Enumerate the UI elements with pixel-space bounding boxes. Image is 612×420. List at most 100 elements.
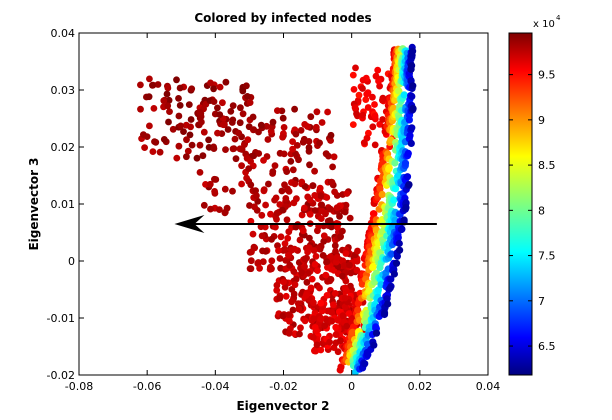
data-point [222, 146, 229, 154]
data-point [316, 139, 323, 147]
data-point [332, 331, 340, 338]
data-point [175, 142, 183, 150]
data-point [371, 112, 379, 120]
data-point [286, 317, 293, 325]
data-point [169, 125, 177, 133]
data-point [247, 265, 255, 273]
data-point [255, 150, 263, 157]
y-tick-label: 0.01 [51, 198, 76, 211]
data-point [245, 165, 253, 173]
y-tick-label: 0 [68, 255, 75, 268]
data-point [334, 223, 341, 231]
data-point [372, 329, 381, 337]
data-point [164, 102, 172, 110]
data-point [262, 201, 269, 209]
data-point [349, 328, 357, 336]
data-point [359, 85, 366, 92]
data-point [307, 113, 315, 121]
data-point [408, 62, 416, 70]
data-point [237, 104, 244, 112]
data-point [324, 264, 331, 271]
data-point [393, 252, 401, 260]
data-point [379, 96, 386, 104]
data-point [343, 322, 351, 330]
data-point [214, 104, 221, 112]
data-point [311, 261, 319, 268]
data-point [299, 138, 307, 146]
data-point [327, 131, 335, 139]
data-point [292, 223, 300, 231]
data-point [276, 294, 284, 302]
data-point [363, 309, 371, 318]
colorbar-multiplier: x 10 [533, 19, 555, 30]
data-point [279, 312, 287, 320]
data-point [306, 211, 314, 218]
data-point [229, 187, 236, 195]
data-point [253, 192, 260, 200]
data-point [391, 159, 399, 167]
data-point [307, 284, 315, 292]
data-point [317, 346, 325, 354]
data-point [355, 91, 363, 99]
data-point [354, 306, 362, 314]
data-point [278, 187, 286, 195]
data-point [400, 91, 408, 99]
data-point [196, 108, 204, 116]
data-point [378, 190, 386, 199]
data-point [379, 116, 386, 123]
data-point [309, 182, 317, 190]
data-point [285, 329, 293, 337]
data-point [200, 128, 208, 136]
data-point [140, 131, 147, 139]
data-point [308, 275, 316, 283]
data-point [317, 299, 325, 307]
data-point [235, 129, 243, 137]
data-point [330, 153, 338, 161]
colorbar-tick-label: 8 [538, 204, 545, 217]
data-point [183, 153, 190, 161]
colorbar-tick-label: 6.5 [538, 340, 556, 353]
data-point [202, 181, 209, 188]
data-point [154, 81, 162, 88]
data-point [165, 118, 172, 126]
data-point [334, 316, 342, 324]
data-point [271, 162, 279, 170]
data-point [289, 166, 297, 174]
data-point [331, 290, 339, 297]
data-point [258, 232, 266, 240]
data-point [243, 82, 250, 90]
data-point [351, 104, 359, 112]
data-point [269, 118, 277, 126]
data-point [216, 111, 224, 118]
data-point [369, 123, 377, 131]
data-point [288, 298, 296, 306]
x-tick-label: -0.08 [65, 380, 93, 393]
data-point [362, 96, 370, 103]
data-point [321, 322, 329, 330]
colorbar-tick-label: 7 [538, 295, 545, 308]
data-point [331, 242, 339, 250]
arrow-head [174, 214, 205, 233]
data-point [295, 305, 303, 313]
data-point [291, 180, 299, 188]
data-point [372, 323, 380, 331]
data-point [173, 76, 180, 84]
data-point [392, 185, 400, 193]
data-point [342, 277, 350, 285]
data-point [402, 203, 410, 212]
data-point [293, 142, 301, 149]
data-point [288, 246, 295, 254]
data-point [185, 101, 193, 108]
x-tick-label: -0.04 [201, 380, 229, 393]
data-point [173, 154, 181, 162]
colorbar-exponent: 4 [556, 14, 561, 22]
data-point [395, 87, 403, 95]
data-point [219, 99, 226, 107]
data-point [269, 168, 277, 176]
data-point [324, 108, 331, 116]
data-point [291, 281, 299, 289]
colorbar-tick-label: 9.5 [538, 69, 556, 82]
data-point [310, 299, 317, 307]
data-point [273, 281, 281, 289]
